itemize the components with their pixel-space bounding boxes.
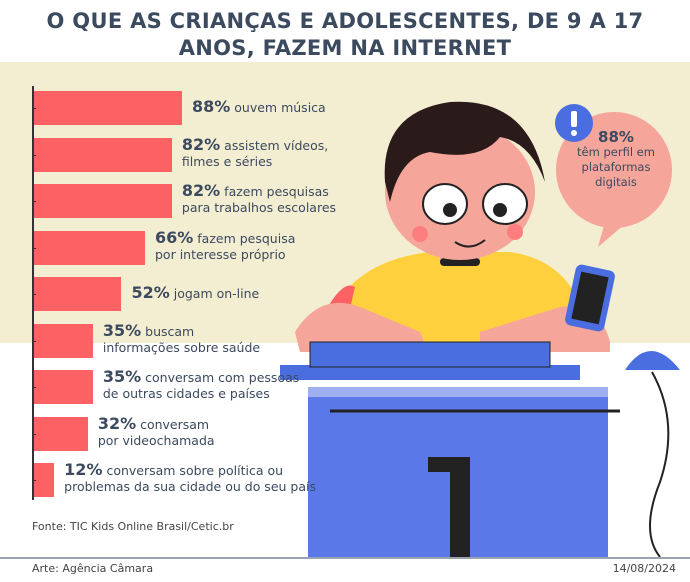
bar-text: fazem pesquisa <box>193 230 296 246</box>
boy-at-computer-illustration <box>280 101 680 557</box>
bar-value: 66% <box>155 227 194 247</box>
bar-label: 66% fazem pesquisa por interesse próprio <box>155 227 296 263</box>
bar-text: conversam com pessoas <box>141 370 300 385</box>
bar-label: 35% conversam com pessoas de outras cidad… <box>103 369 299 402</box>
bar-value: 82% <box>181 134 221 154</box>
axis-tick <box>32 340 36 342</box>
axis-tick <box>32 387 36 388</box>
bar-value: 35% <box>102 367 142 386</box>
bar-text: para trabalhos escolares <box>181 200 337 215</box>
footer-divider <box>0 557 690 559</box>
bar-text: por videochamada <box>97 432 215 448</box>
bar-value: 32% <box>97 413 137 433</box>
bar <box>34 91 182 125</box>
bar <box>34 323 93 358</box>
date: 14/08/2024 <box>612 562 676 575</box>
bar-text: ouvem música <box>230 100 326 115</box>
bar <box>34 230 145 265</box>
axis-tick <box>32 294 36 295</box>
bar-value: 12% <box>64 460 103 479</box>
bar <box>34 184 172 218</box>
bar-label: 82% fazem pesquisas para trabalhos escola… <box>182 183 336 216</box>
axis-tick <box>32 247 36 249</box>
bar-text: filmes e séries <box>181 153 273 169</box>
axis-tick <box>32 108 36 109</box>
bar-text: de outras cidades e países <box>102 386 270 401</box>
bar-text: conversam <box>136 416 210 432</box>
bar-value: 35% <box>102 320 142 340</box>
bar-text: fazem pesquisas <box>220 184 329 199</box>
bar <box>34 416 88 451</box>
page-title: O QUE AS CRIANÇAS E ADOLESCENTES, DE 9 A… <box>46 9 644 60</box>
axis-tick <box>32 433 36 435</box>
bar-label: 82% assistem vídeos, filmes e séries <box>181 134 329 170</box>
bar-text: problemas da sua cidade ou do seu país <box>64 479 316 494</box>
bar-text: conversam sobre política ou <box>102 463 284 478</box>
credit: Arte: Agência Câmara <box>32 562 154 575</box>
bar-label: 12% conversam sobre política ou problemas… <box>64 462 316 495</box>
bar-value: 88% <box>192 97 231 116</box>
axis-tick <box>32 154 36 156</box>
axis-tick <box>32 201 36 202</box>
bar <box>34 370 93 404</box>
profile-bubble-text: 88% têm perfil em plataformas digitais <box>577 128 655 190</box>
source-note: Fonte: TIC Kids Online Brasil/Cetic.br <box>32 520 234 533</box>
bar-text: por interesse próprio <box>155 246 286 262</box>
speech-bubble <box>556 112 672 228</box>
axis-tick <box>32 480 36 481</box>
bar-text: informações sobre saúde <box>102 339 261 355</box>
chart-axis <box>32 86 34 500</box>
bar-value: 52% <box>131 283 170 302</box>
bar <box>34 463 55 497</box>
bar-label: 35% buscam informações sobre saúde <box>102 320 261 356</box>
bar <box>34 277 122 311</box>
bar-value: 82% <box>181 181 221 200</box>
bar-text: jogam on-line <box>169 286 260 301</box>
bar-label: 52% jogam on-line <box>131 285 259 302</box>
bar-label: 88% ouvem música <box>192 99 326 116</box>
bar-label: 32% conversam por videochamada <box>97 413 215 449</box>
bar-text: buscam <box>141 323 195 339</box>
bar-text: assistem vídeos, <box>220 137 329 153</box>
bar <box>34 137 172 172</box>
